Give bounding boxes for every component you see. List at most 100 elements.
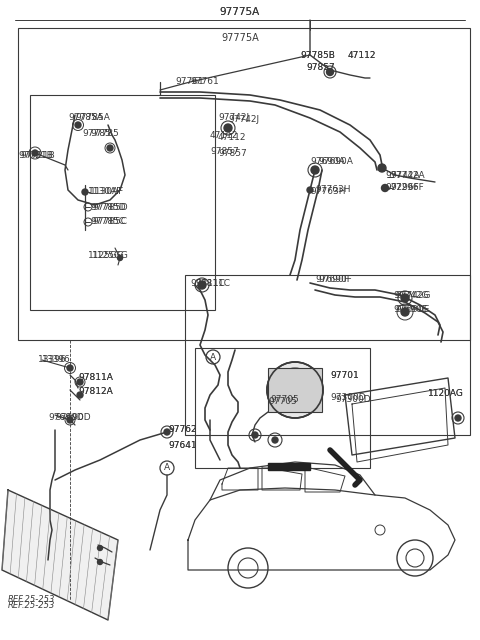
Text: 97785B: 97785B [300,51,335,60]
Text: 97641: 97641 [168,440,197,449]
Text: 97785D: 97785D [92,202,128,211]
Text: 97705: 97705 [270,396,299,404]
Text: 47112: 47112 [218,132,247,141]
Circle shape [273,368,317,412]
Circle shape [67,365,73,371]
Text: 97690F: 97690F [318,275,352,285]
Circle shape [164,429,170,435]
Circle shape [272,437,278,443]
Text: 97762: 97762 [168,426,197,435]
Bar [30,95,215,310]
Circle shape [224,124,232,132]
Text: 97763H: 97763H [315,186,350,195]
Text: 97857: 97857 [210,147,239,157]
Text: REF.25-253: REF.25-253 [8,595,55,605]
Circle shape [97,545,103,550]
Text: 97761: 97761 [175,77,204,86]
Text: 1125GG: 1125GG [88,250,125,259]
Text: 97690E: 97690E [395,305,430,314]
Text: 13396: 13396 [42,355,71,365]
Text: 97742A: 97742A [385,170,420,179]
Text: 97785: 97785 [90,129,119,138]
Circle shape [32,150,38,156]
Text: 97811C: 97811C [190,278,225,287]
Text: 1120AG: 1120AG [428,388,464,397]
Circle shape [82,189,88,195]
Text: 1130AF: 1130AF [88,188,122,196]
Text: 97641: 97641 [168,440,197,449]
Text: 97761: 97761 [190,77,219,86]
Text: 97811C: 97811C [195,278,230,287]
Text: 97296F: 97296F [385,184,419,193]
Text: 97690A: 97690A [318,157,353,166]
Text: 97705: 97705 [268,397,297,406]
Text: 97785A: 97785A [68,113,103,122]
Text: 97811A: 97811A [78,372,113,381]
Text: 97857: 97857 [306,63,335,72]
Polygon shape [2,490,118,620]
Text: 1125GG: 1125GG [92,250,129,259]
Bar [195,348,370,468]
Text: 97775A: 97775A [220,7,260,17]
Text: 97785C: 97785C [90,218,125,227]
Text: REF.25-253: REF.25-253 [8,600,55,609]
Text: 97762: 97762 [168,426,197,435]
Text: 97690A: 97690A [310,157,345,166]
Text: 97812A: 97812A [78,387,113,397]
Circle shape [77,392,83,398]
Text: 97701: 97701 [330,371,359,380]
Text: 97742J: 97742J [218,113,249,122]
Circle shape [401,308,409,316]
Text: 97296F: 97296F [390,184,424,193]
Text: 47112: 47112 [348,51,376,60]
Circle shape [326,68,334,76]
Circle shape [252,432,258,438]
Circle shape [67,417,73,423]
Circle shape [455,415,461,421]
Bar [185,275,470,435]
Circle shape [307,187,313,193]
Text: 97690E: 97690E [393,305,427,314]
Text: A: A [164,463,170,472]
Text: 97763H: 97763H [310,188,346,196]
Text: 97690D: 97690D [55,413,91,422]
Text: 97742G: 97742G [393,291,429,300]
Circle shape [97,559,103,564]
Text: 97785B: 97785B [300,51,335,60]
Text: 97785C: 97785C [92,218,127,227]
Text: 47112: 47112 [210,131,239,141]
Circle shape [118,255,122,260]
Text: 97775A: 97775A [221,33,259,43]
Text: 97812A: 97812A [78,387,113,397]
Circle shape [378,164,386,172]
Text: 97701: 97701 [330,371,359,380]
Circle shape [107,145,113,151]
Circle shape [311,166,319,174]
Text: 97785: 97785 [82,129,111,138]
Text: 97811A: 97811A [78,372,113,381]
Text: 97690F: 97690F [315,275,349,285]
Text: 97775A: 97775A [220,7,260,17]
Text: 47112: 47112 [348,51,376,60]
Text: 13396: 13396 [38,355,67,365]
Text: 97742G: 97742G [395,291,431,300]
Text: 97857: 97857 [218,148,247,157]
Text: 1120AG: 1120AG [428,388,464,397]
Text: 97690D: 97690D [48,413,84,422]
Text: A: A [210,353,216,362]
Polygon shape [268,463,310,470]
Text: 1130AF: 1130AF [90,188,124,196]
Text: 97857: 97857 [306,63,335,72]
Bar [18,28,470,340]
Text: 97300D: 97300D [330,394,366,403]
Text: 97742A: 97742A [390,170,425,179]
Circle shape [198,281,206,289]
Circle shape [382,184,388,191]
Circle shape [401,294,409,302]
Text: 97721B: 97721B [20,150,55,159]
Text: 97785A: 97785A [75,113,110,122]
Circle shape [77,379,83,385]
Circle shape [75,122,81,128]
Text: 97785D: 97785D [90,202,126,211]
Text: 97721B: 97721B [18,150,53,159]
